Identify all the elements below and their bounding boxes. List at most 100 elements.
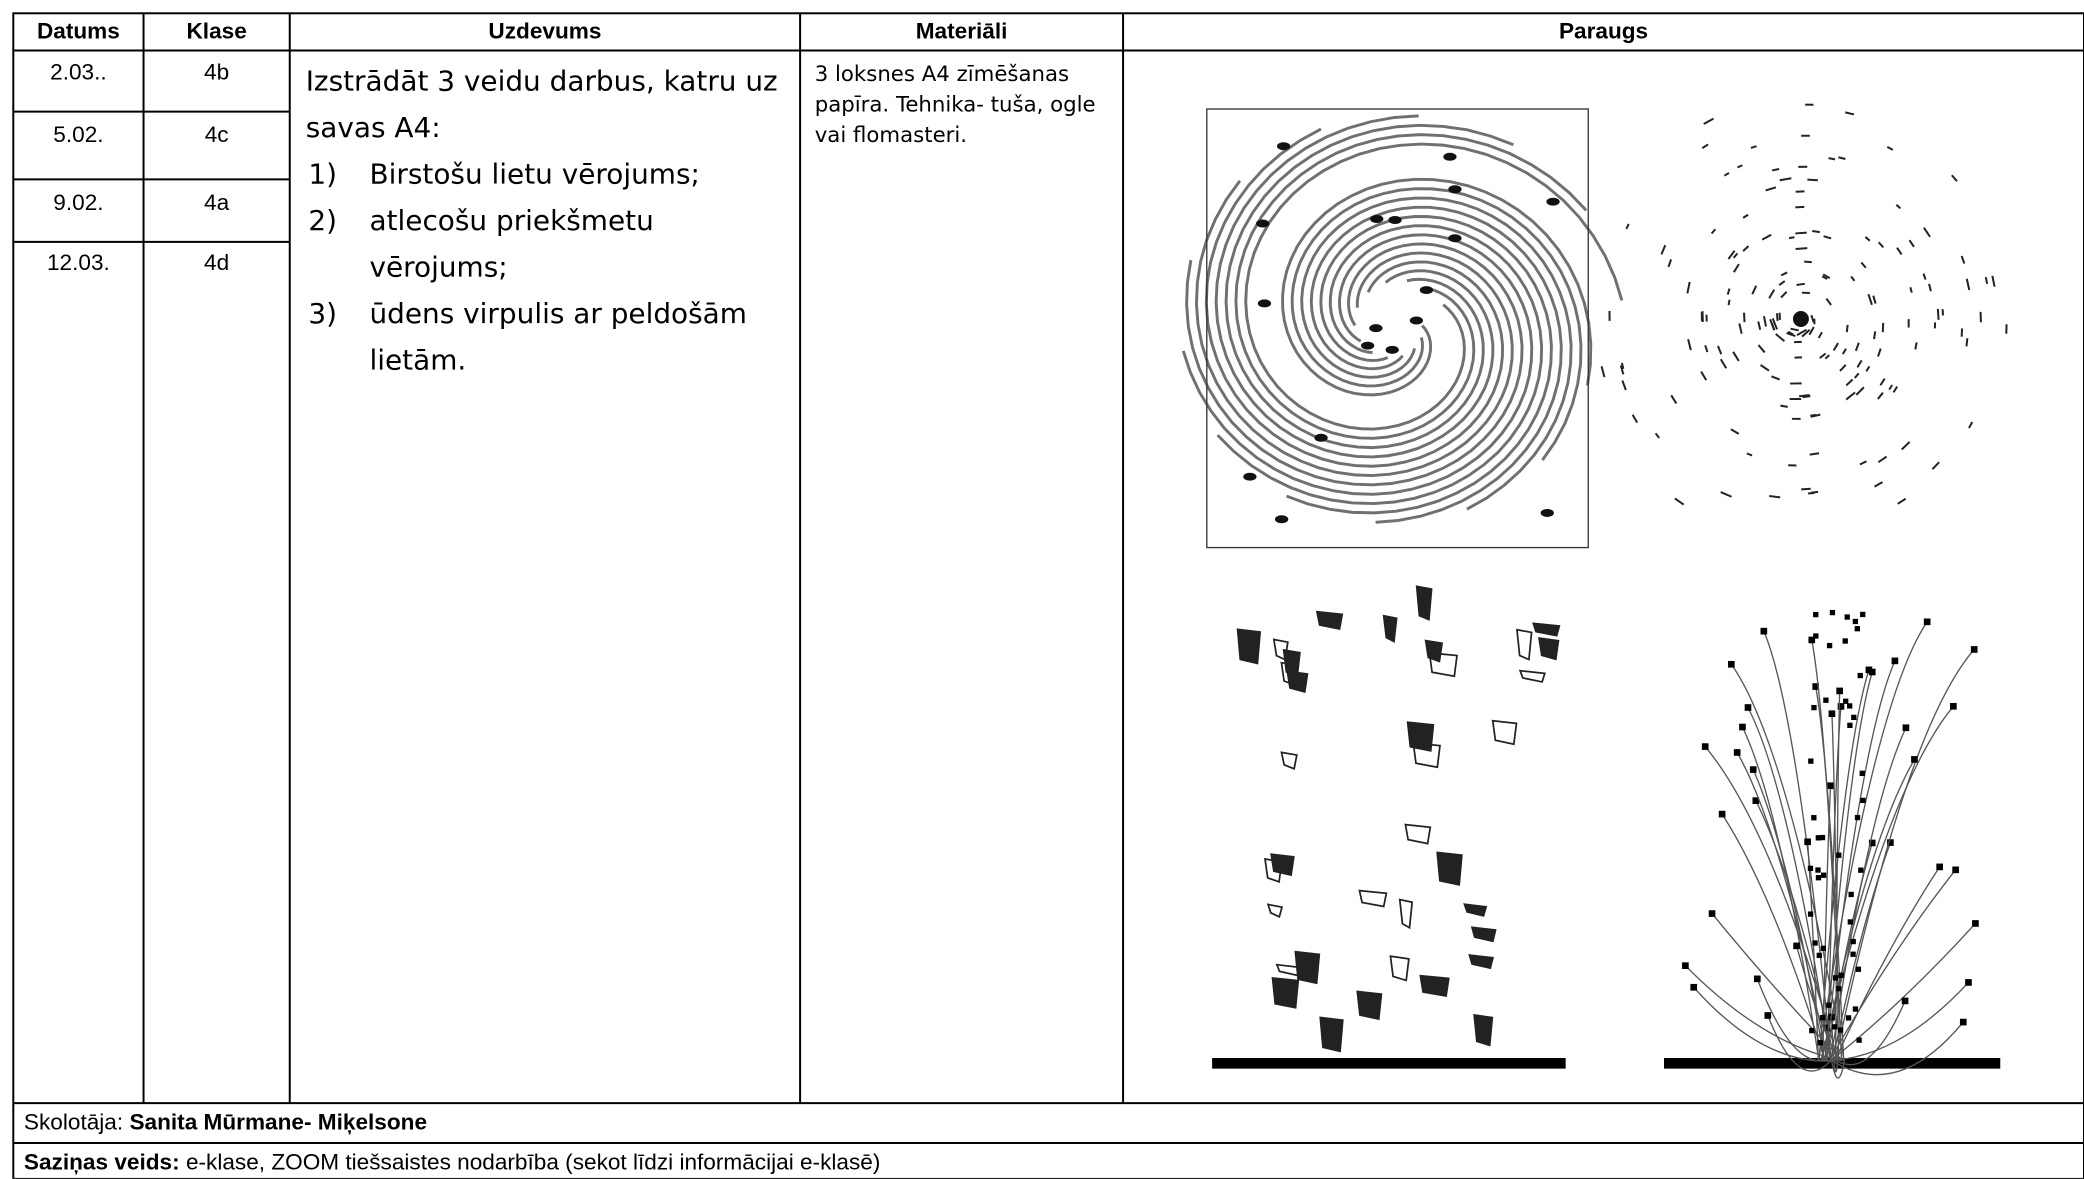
dash: [1901, 441, 1911, 451]
drop: [1959, 1018, 1967, 1026]
floating-item: [1448, 185, 1462, 194]
dash: [1838, 156, 1846, 160]
drop: [1842, 638, 1848, 644]
dash: [1879, 378, 1886, 386]
dash: [1716, 345, 1723, 355]
dash: [1786, 332, 1796, 338]
task-item: 1) Birstošu lietu vērojums;: [308, 152, 790, 199]
dash: [1701, 143, 1709, 149]
drop: [1829, 609, 1836, 616]
dash: [1778, 280, 1786, 286]
drop: [1808, 636, 1816, 644]
dash: [1654, 432, 1661, 439]
piece: [1280, 751, 1298, 771]
drop: [1760, 627, 1768, 635]
drop: [1820, 1015, 1826, 1021]
drop: [1936, 863, 1943, 871]
outer-border: [12, 12, 2084, 1179]
drop: [1752, 797, 1760, 804]
piece: [1236, 628, 1262, 665]
dash: [1751, 285, 1758, 295]
drop: [1860, 611, 1866, 618]
dash: [1761, 233, 1772, 241]
dash: [1775, 313, 1779, 321]
drop: [1848, 891, 1854, 898]
dash: [1771, 318, 1778, 330]
dash: [1757, 344, 1766, 354]
drop: [1819, 834, 1826, 841]
dash: [1810, 413, 1816, 417]
dash: [1619, 365, 1625, 375]
dash: [1775, 333, 1786, 342]
piece: [1463, 903, 1488, 917]
dash: [1742, 245, 1750, 252]
piece: [1294, 950, 1321, 985]
task-item: 3) ūdens virpulis ar peldošām lietām.: [308, 291, 790, 384]
dash: [1825, 297, 1832, 306]
drop: [1690, 983, 1698, 991]
spiral-stroke: [1309, 205, 1563, 524]
dash: [1667, 259, 1673, 268]
dash: [1819, 352, 1827, 359]
dash: [1850, 275, 1856, 282]
dash: [1886, 145, 1894, 151]
spiral-stroke: [1224, 123, 1514, 450]
dash: [1877, 348, 1882, 357]
piece: [1518, 669, 1546, 683]
drop: [1823, 1024, 1831, 1032]
contact-label: Saziņas veids:: [23, 1149, 180, 1175]
drop: [1827, 782, 1834, 790]
drop: [1753, 975, 1761, 983]
dash: [1965, 278, 1971, 291]
piece: [1436, 851, 1463, 886]
jet: [1752, 769, 1826, 1061]
dash: [1928, 283, 1932, 292]
drop: [1823, 697, 1829, 703]
drop: [1826, 1002, 1832, 1008]
dash: [1965, 338, 1969, 347]
dash: [1873, 331, 1877, 340]
dash: [1839, 364, 1847, 372]
jet: [1824, 671, 1873, 1061]
dash: [1822, 273, 1831, 279]
floating-item: [1314, 433, 1328, 442]
task-list: 1) Birstošu lietu vērojums; 2) atlecošu pr…: [306, 152, 791, 385]
drop: [1965, 979, 1972, 986]
dash: [1779, 177, 1792, 182]
item-number: 1): [308, 158, 338, 191]
task-item: 2) atlecošu priekšmetu vērojums;: [308, 198, 790, 291]
dash: [1817, 331, 1823, 339]
class: 4b: [204, 59, 230, 86]
drop: [1815, 835, 1822, 841]
dash: [1895, 203, 1902, 210]
header-cell: Paraugs: [1558, 18, 1649, 44]
class: 4c: [204, 122, 229, 148]
piece: [1382, 614, 1398, 643]
jet: [1806, 841, 1820, 1061]
jet: [1834, 649, 1975, 1061]
jet: [1811, 639, 1843, 1061]
teacher-label: Skolotāja:: [23, 1109, 124, 1136]
floating-item: [1546, 197, 1560, 206]
piece: [1532, 622, 1561, 637]
drop: [1820, 945, 1826, 952]
piece: [1389, 955, 1410, 982]
floating-item: [1360, 341, 1375, 350]
jet: [1684, 965, 1844, 1062]
drop: [1793, 942, 1800, 950]
dash: [1801, 487, 1811, 491]
dash: [1845, 391, 1856, 401]
dash: [1780, 271, 1788, 277]
dash: [1931, 461, 1940, 470]
dash: [1795, 231, 1807, 235]
dash: [1625, 223, 1630, 230]
dash: [1674, 497, 1685, 506]
dash: [1832, 342, 1839, 351]
dash: [1828, 157, 1836, 161]
drop: [1813, 611, 1819, 618]
dash: [1750, 145, 1757, 149]
drop: [1815, 867, 1821, 873]
dash: [1660, 244, 1667, 255]
dash: [1704, 345, 1709, 353]
